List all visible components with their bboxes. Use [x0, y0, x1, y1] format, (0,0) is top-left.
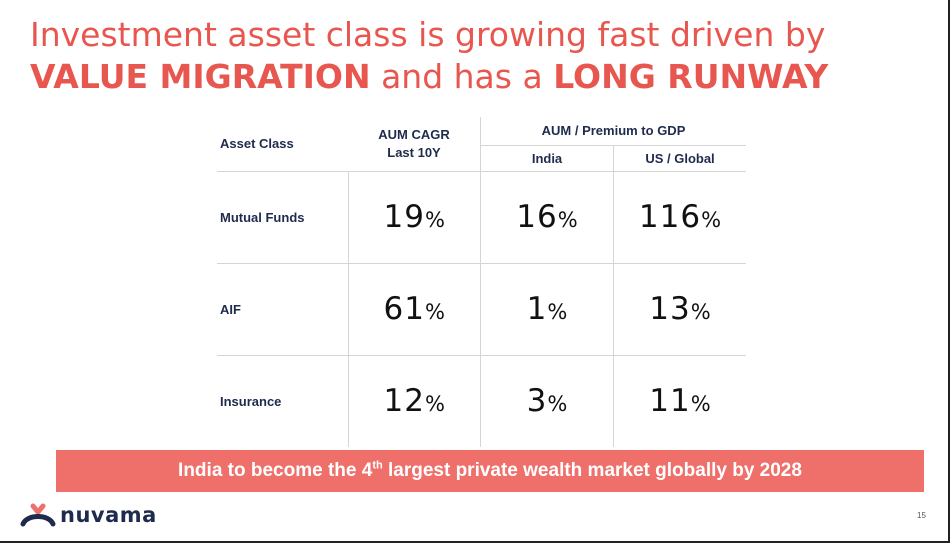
cagr-cell: 19% — [347, 170, 481, 263]
value-number: 19 — [383, 199, 425, 235]
header-aum-cagr: AUM CAGR Last 10Y — [348, 117, 481, 171]
value-number: 1 — [526, 291, 548, 327]
title-line-1: Investment asset class is growing fast d… — [30, 15, 826, 54]
row-label: Insurance — [217, 354, 348, 447]
percent-sign: % — [690, 392, 711, 417]
title-highlight-long-runway: LONG RUNWAY — [553, 57, 829, 96]
row-label: AIF — [217, 262, 348, 355]
value-number: 61 — [383, 291, 425, 327]
percent-sign: % — [690, 300, 711, 324]
value-number: 16 — [516, 199, 558, 235]
slide-title: Investment asset class is growing fast d… — [30, 14, 930, 98]
value-number: 13 — [649, 291, 691, 327]
brand-name: nuvama — [60, 503, 157, 527]
cagr-cell: 12% — [347, 354, 481, 447]
banner-text-start: India to become the 4 — [178, 460, 373, 481]
header-india: India — [480, 144, 614, 171]
percent-sign: % — [424, 208, 445, 232]
nuvama-mark-icon — [20, 503, 56, 527]
header-aum-cagr-line2: Last 10Y — [387, 145, 441, 161]
value-number: 12 — [383, 383, 425, 420]
global-cell: 116% — [613, 170, 746, 263]
row-label: Mutual Funds — [217, 170, 348, 263]
header-aum-to-gdp: AUM / Premium to GDP — [480, 117, 746, 145]
table-row: Mutual Funds 19% 16% 116% — [217, 170, 746, 263]
value-number: 116 — [638, 199, 702, 235]
title-connector: and has a — [370, 57, 554, 96]
table-row: Insurance 12% 3% 11% — [217, 354, 746, 447]
header-aum-cagr-line1: AUM CAGR — [378, 127, 450, 143]
percent-sign: % — [424, 300, 445, 324]
nuvama-logo: nuvama — [20, 503, 157, 527]
value-number: 3 — [526, 383, 548, 420]
percent-sign: % — [701, 208, 722, 232]
india-cell: 16% — [480, 170, 614, 263]
title-highlight-value-migration: VALUE MIGRATION — [30, 57, 371, 96]
percent-sign: % — [547, 300, 568, 324]
india-cell: 3% — [480, 354, 614, 447]
banner-text-end: largest private wealth market globally b… — [382, 460, 802, 481]
header-asset-class: Asset Class — [220, 136, 294, 152]
value-number: 11 — [649, 383, 691, 420]
banner-superscript: th — [372, 459, 383, 472]
percent-sign: % — [557, 208, 578, 232]
cagr-cell: 61% — [347, 262, 481, 355]
global-cell: 11% — [613, 354, 746, 447]
title-line-2: VALUE MIGRATION and has a LONG RUNWAY — [30, 56, 930, 98]
percent-sign: % — [547, 392, 568, 417]
global-cell: 13% — [613, 262, 746, 355]
page-number: 15 — [917, 511, 926, 520]
header-us-global: US / Global — [613, 144, 746, 171]
table-row: AIF 61% 1% 13% — [217, 262, 746, 355]
india-cell: 1% — [480, 262, 614, 355]
highlight-banner: India to become the 4th largest private … — [56, 450, 924, 492]
percent-sign: % — [424, 392, 445, 417]
asset-class-table: Asset Class AUM CAGR Last 10Y AUM / Prem… — [217, 117, 746, 447]
